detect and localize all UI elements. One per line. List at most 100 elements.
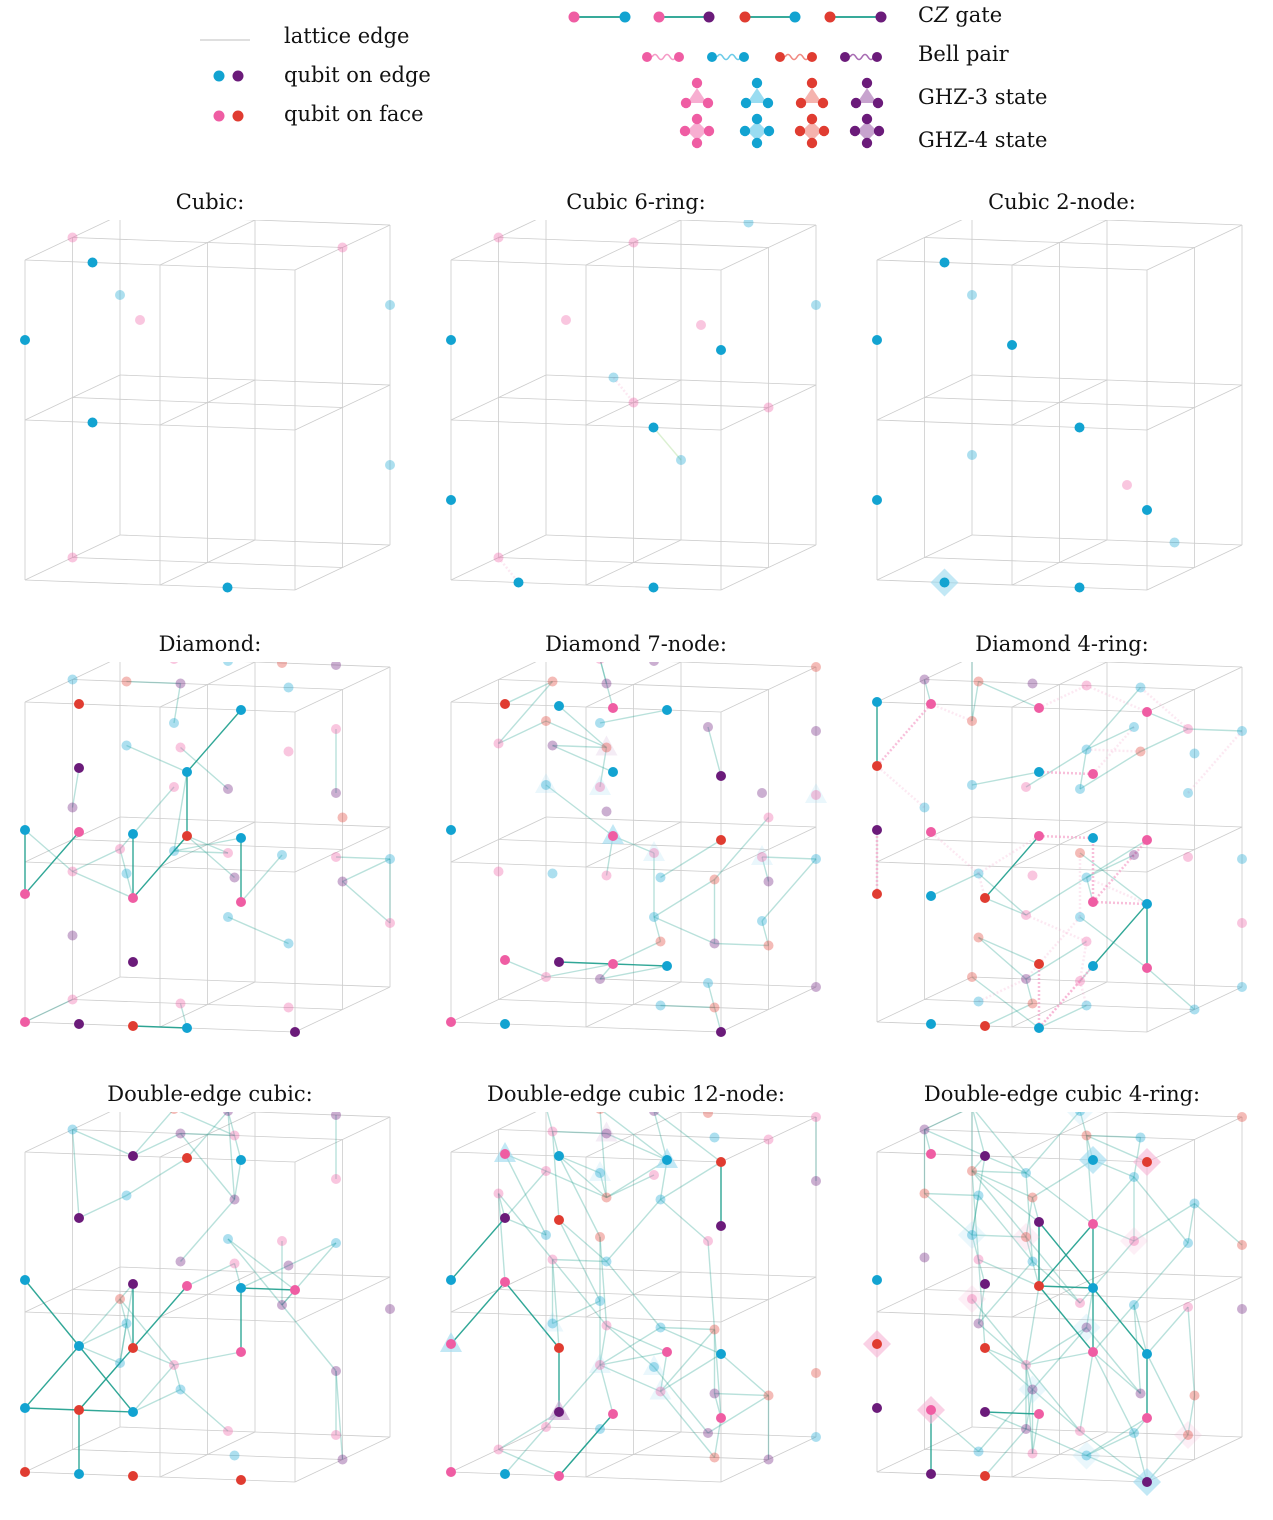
qubit-on-face: [595, 1360, 605, 1370]
lattice-edge: [24, 1151, 296, 1163]
ghz3-marker: [595, 735, 618, 756]
bell-pair-link: [876, 703, 932, 767]
cz-gate-link: [1025, 1364, 1034, 1390]
cz-gate-link: [179, 1112, 235, 1137]
qubit-on-edge: [1027, 1256, 1038, 1267]
cz-gate-link: [552, 744, 607, 749]
cz-gate-link: [288, 1242, 337, 1267]
qubit-on-edge: [67, 1124, 78, 1135]
cz-gate-link: [1032, 1260, 1081, 1304]
panel-title: Double-edge cubic 12-node:: [487, 1082, 785, 1106]
cz-gate-link: [1086, 1134, 1141, 1139]
cz-gate-link: [1079, 852, 1148, 905]
qubit-on-face: [446, 1467, 456, 1477]
qubit-on-edge: [811, 1176, 821, 1186]
lattice-edge: [1146, 1116, 1243, 1163]
lattice-diagram: [20, 662, 395, 1037]
legend-edge-qubit-cyan: [213, 70, 225, 82]
cz-gate-link: [1146, 1434, 1189, 1483]
cz-gate-link: [652, 427, 682, 461]
cz-gate-link: [558, 1219, 601, 1302]
qubit-on-edge: [1034, 767, 1044, 777]
qubit-on-edge: [1189, 1004, 1200, 1015]
cz-gate-link: [132, 835, 188, 899]
entangling-edges: [450, 1112, 817, 1477]
bell-pair-link: [1085, 684, 1148, 714]
cz-gate-link: [1133, 1176, 1189, 1244]
qubit-on-face: [331, 1430, 341, 1440]
lattice-edges: [24, 662, 391, 1033]
cz-gate-link: [978, 872, 1027, 916]
panel-diamond: Diamond:: [0, 630, 420, 1070]
qubit-on-edge: [939, 257, 950, 268]
cz-gate-link: [1038, 1221, 1094, 1289]
bell-pair-link: [497, 556, 520, 584]
cz-gate-link: [1086, 1417, 1148, 1457]
cz-gate-link: [551, 1259, 560, 1349]
cz-gate-link: [599, 1364, 614, 1415]
ghz3-marker: [751, 845, 773, 865]
lattice-edges: [876, 662, 1243, 1033]
qubit-on-edge: [385, 1304, 395, 1314]
qubit-on-edge: [1169, 537, 1180, 548]
qubit-on-edge: [601, 678, 612, 689]
cz-gate-link: [1025, 1364, 1034, 1454]
qubit-on-face: [541, 972, 551, 982]
qubit-on-face: [919, 1188, 930, 1199]
cz-gate-link: [972, 1112, 986, 1157]
lattice-edge: [72, 1129, 343, 1140]
cz-gate-link: [599, 1236, 608, 1326]
panel-title: Cubic:: [175, 190, 245, 214]
lattice-edge: [971, 1266, 1243, 1278]
qubits: [446, 220, 821, 593]
cz-gate-link: [132, 1025, 188, 1029]
qubit-on-edge: [385, 460, 395, 470]
qubit-on-face: [331, 1174, 341, 1184]
lattice-edge: [72, 397, 343, 408]
qubit-on-edge: [1075, 912, 1085, 922]
qubit-on-face: [1075, 1298, 1085, 1308]
qubit-on-face: [229, 1130, 240, 1141]
qubit-on-face: [1034, 703, 1044, 713]
qubit-on-edge: [648, 582, 659, 593]
qubit-on-edge: [1021, 1168, 1031, 1178]
qubit-on-edge: [919, 1252, 930, 1263]
cz-gate-link: [1086, 839, 1148, 879]
qubit-on-face: [601, 1192, 612, 1203]
qubit-on-face: [655, 936, 666, 947]
legend: lattice edge qubit on edge qubit on face…: [200, 3, 1047, 152]
qubit-on-face: [74, 1405, 84, 1415]
cz-gate-link: [1140, 728, 1189, 753]
cz-gate-link: [545, 720, 607, 749]
cz-gate-link: [504, 1217, 547, 1236]
lattice-edge: [971, 816, 1243, 828]
cz-gate-link: [599, 1112, 608, 1198]
cz-gate-link: [977, 1389, 1034, 1452]
lattice-diagram: [863, 1112, 1247, 1496]
cz-gate-link: [924, 1192, 979, 1197]
lattice-edge: [545, 816, 817, 828]
cz-gate-link: [71, 767, 80, 808]
qubit-on-face: [872, 889, 882, 899]
qubit-on-edge: [446, 1275, 456, 1285]
cz-gate-link: [971, 1298, 1027, 1366]
cz-gate-link: [132, 1112, 173, 1157]
qubit-on-face: [1034, 959, 1044, 969]
qubit-on-face: [757, 852, 767, 862]
qubit-on-face: [662, 1347, 672, 1357]
qubit-on-face: [331, 724, 341, 734]
qubit-on-edge: [236, 1283, 246, 1293]
qubit-on-edge: [182, 767, 192, 777]
qubit-on-face: [115, 844, 125, 854]
qubit-on-face: [608, 1409, 618, 1419]
lattice-edge: [119, 816, 391, 828]
qubit-on-edge: [446, 335, 456, 345]
qubit-on-face: [811, 662, 821, 672]
cz-gate-link: [1085, 1287, 1094, 1328]
cz-gate-link: [707, 726, 722, 777]
lattice-diagram: [20, 220, 395, 593]
lattice-diagram: [446, 220, 821, 593]
cz-gate-link: [1085, 1135, 1094, 1225]
qubit-on-edge: [128, 829, 138, 839]
qubit-on-face: [980, 1343, 990, 1353]
